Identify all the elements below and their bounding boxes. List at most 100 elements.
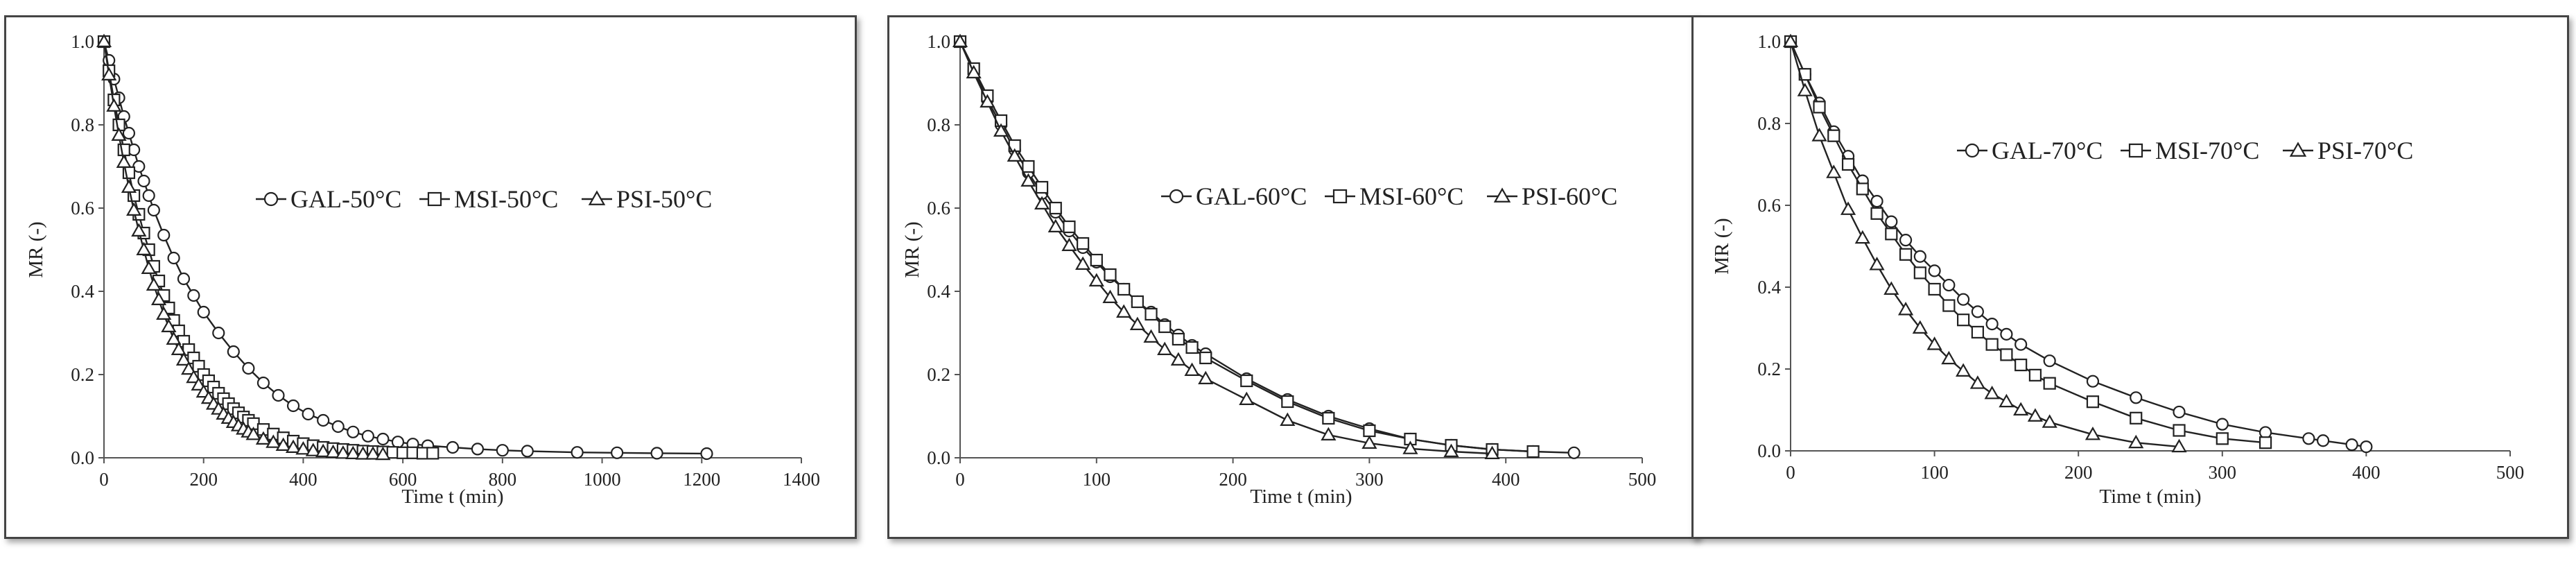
data-point: [272, 388, 285, 402]
data-point: [131, 223, 147, 237]
data-point: [2086, 395, 2100, 409]
data-point: [1985, 338, 1999, 351]
x-tick-label: 0: [955, 469, 965, 490]
data-point: [2171, 438, 2187, 453]
data-point: [2086, 375, 2100, 388]
data-point: [980, 94, 995, 108]
y-tick-label: 0.4: [71, 281, 94, 302]
data-point: [1941, 350, 1957, 365]
data-point: [171, 341, 186, 355]
legend: GAL-70°C MSI-70°C PSI-70°C: [1957, 137, 2413, 164]
data-point: [166, 331, 182, 345]
data-point: [2014, 359, 2028, 372]
data-point: [355, 446, 371, 460]
data-point: [122, 126, 136, 140]
series-fit-line: [959, 41, 1492, 455]
data-point: [175, 352, 192, 366]
data-point: [2130, 411, 2143, 424]
x-tick-label: 500: [2496, 462, 2525, 483]
data-point: [1104, 268, 1117, 282]
data-point: [177, 272, 191, 286]
series-circle: [97, 35, 713, 461]
data-point: [1870, 207, 1883, 220]
y-tick-label: 1.0: [1757, 31, 1781, 52]
y-tick-label: 0.8: [927, 114, 950, 135]
data-point: [295, 440, 311, 455]
data-point: [2130, 391, 2143, 404]
data-point: [1971, 305, 1984, 318]
data-point: [2173, 405, 2186, 419]
legend-entry-label: MSI-50°C: [454, 185, 558, 213]
data-point: [1049, 201, 1062, 215]
data-point: [1034, 196, 1050, 209]
data-point: [1971, 325, 1984, 338]
data-point: [1926, 336, 1942, 350]
data-point: [650, 447, 663, 460]
data-point: [1129, 316, 1145, 330]
x-tick-label: 300: [1355, 469, 1384, 490]
series-fit-line: [1789, 41, 2367, 448]
data-point: [611, 446, 624, 459]
x-tick-label: 1000: [584, 469, 621, 490]
data-point: [197, 305, 210, 319]
data-point: [1942, 278, 1956, 292]
data-point: [167, 251, 180, 265]
data-point: [1402, 440, 1418, 454]
legend-circle-icon: [1169, 189, 1184, 204]
data-point: [521, 445, 534, 458]
data-point: [126, 202, 142, 216]
data-point: [1899, 234, 1913, 247]
legend-triangle-icon: [2289, 142, 2307, 157]
legend-triangle-icon: [588, 190, 606, 205]
x-tick-label: 1400: [783, 469, 820, 490]
data-point: [136, 241, 152, 255]
data-point: [141, 260, 157, 274]
data-point: [426, 447, 440, 460]
data-point: [1827, 129, 1840, 142]
legend-entry-label: MSI-60°C: [1359, 182, 1463, 210]
y-tick-label: 0.6: [927, 198, 950, 218]
data-point: [1090, 253, 1103, 267]
data-point: [1131, 295, 1144, 309]
legend-square-icon: [1332, 189, 1348, 204]
series-fit-line: [103, 41, 707, 455]
data-point: [147, 203, 160, 217]
data-point: [1782, 33, 1799, 48]
chart-panel-gal-msi-psi-70c: 0.0 0.2 0.4 0.6 0.8 1.0 0 100 200 300 400 500 Time t…: [1691, 15, 2569, 539]
data-point: [1797, 83, 1813, 96]
data-point: [1322, 411, 1335, 425]
data-point: [966, 65, 982, 79]
data-point: [1913, 250, 1926, 263]
data-point: [325, 444, 341, 458]
x-tick-label: 200: [2064, 462, 2093, 483]
data-point: [1158, 320, 1172, 334]
data-point: [2216, 432, 2229, 445]
data-point: [2027, 408, 2044, 422]
legend: GAL-50°C MSI-50°C PSI-50°C: [256, 185, 712, 213]
data-point: [1145, 307, 1158, 321]
data-point: [1811, 128, 1827, 142]
data-point: [116, 154, 132, 168]
data-point: [161, 318, 177, 332]
series-triangle: [1782, 33, 2187, 453]
data-point: [1143, 329, 1159, 343]
data-point: [335, 445, 351, 459]
y-tick-label: 0.2: [71, 364, 94, 385]
data-point: [376, 432, 390, 446]
data-point: [1321, 427, 1337, 441]
x-tick-label: 400: [289, 469, 317, 490]
data-point: [2317, 434, 2330, 447]
data-point: [111, 127, 127, 141]
data-point: [1897, 302, 1914, 316]
data-point: [1854, 230, 1870, 244]
data-point: [2128, 434, 2144, 449]
x-tick-label: 1200: [683, 469, 720, 490]
x-axis-label: Time t (min): [1250, 486, 1352, 508]
data-point: [191, 377, 207, 391]
data-point: [1841, 157, 1855, 171]
series-fit-line: [1789, 41, 2179, 448]
data-point: [496, 444, 509, 457]
data-point: [446, 440, 460, 454]
data-point: [286, 399, 300, 413]
data-point: [1199, 351, 1212, 365]
